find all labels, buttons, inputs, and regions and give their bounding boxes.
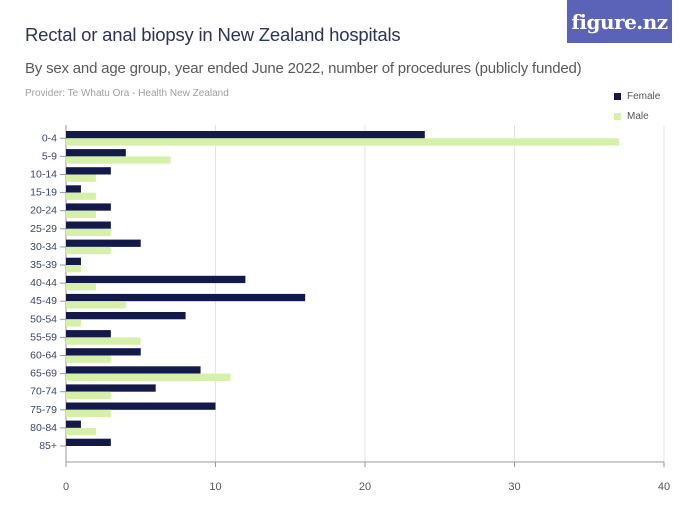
y-tick-label: 0-4 (42, 132, 57, 144)
y-tick-label: 65-69 (30, 368, 57, 380)
bar-male (66, 174, 96, 182)
y-tick-label: 35-39 (30, 259, 57, 271)
bar-female (66, 149, 126, 157)
bar-female (66, 131, 425, 139)
bar-male (66, 246, 111, 255)
bar-male (66, 228, 111, 237)
figure-nz-logo[interactable]: figure.nz (567, 0, 672, 43)
legend-swatch-female (614, 92, 621, 100)
y-tick-label: 80-84 (30, 422, 57, 434)
legend-item-male: Male (614, 106, 660, 126)
bar-male (66, 156, 171, 164)
y-tick-label: 85+ (39, 440, 57, 452)
bar-female (66, 203, 111, 211)
legend-label-male: Male (627, 110, 649, 122)
bar-male (66, 391, 111, 399)
bar-female (66, 366, 201, 374)
x-tick-label: 0 (63, 481, 69, 493)
y-tick-label: 60-64 (30, 350, 57, 362)
bar-male (66, 301, 126, 309)
chart-title: Rectal or anal biopsy in New Zealand hos… (25, 24, 401, 45)
bar-female (66, 221, 111, 229)
bar-male (66, 319, 81, 327)
bar-female (66, 330, 111, 338)
bar-male (66, 192, 96, 200)
bar-female (66, 257, 81, 265)
bar-female (66, 239, 141, 247)
y-tick-label: 30-34 (30, 241, 57, 253)
y-tick-label: 40-44 (30, 277, 57, 289)
legend: Female Male (614, 86, 660, 126)
x-tick-label: 40 (658, 481, 670, 493)
bar-female (66, 185, 81, 193)
y-tick-label: 25-29 (30, 223, 57, 235)
y-tick-label: 75-79 (30, 404, 57, 416)
y-tick-label: 45-49 (30, 295, 57, 307)
y-tick-label: 50-54 (30, 313, 57, 325)
bar-male (66, 409, 111, 418)
chart-subtitle: By sex and age group, year ended June 20… (25, 60, 582, 77)
bar-male (66, 355, 111, 363)
y-tick-label: 20-24 (30, 205, 57, 217)
bar-male (66, 337, 141, 345)
x-tick-label: 20 (359, 481, 371, 493)
bar-female (66, 167, 111, 175)
x-tick-label: 30 (508, 481, 520, 493)
x-tick-label: 10 (209, 481, 221, 493)
bar-female (66, 420, 81, 428)
bar-male (66, 373, 231, 381)
y-tick-label: 10-14 (30, 169, 57, 181)
legend-swatch-male (614, 112, 621, 120)
legend-item-female: Female (614, 86, 660, 106)
bar-male (66, 210, 96, 218)
bar-female (66, 438, 111, 446)
legend-label-female: Female (627, 90, 661, 102)
y-tick-label: 70-74 (30, 386, 57, 398)
bar-female (66, 348, 141, 356)
y-tick-label: 55-59 (30, 331, 57, 343)
bar-male (66, 283, 96, 291)
bar-male (66, 265, 81, 273)
bar-female (66, 293, 306, 302)
bar-female (66, 402, 216, 410)
bar-female (66, 312, 186, 320)
y-tick-label: 5-9 (42, 150, 57, 162)
y-tick-label: 15-19 (30, 187, 57, 199)
bar-female (66, 275, 246, 284)
bar-female (66, 384, 156, 392)
bar-male (66, 138, 620, 146)
bar-male (66, 427, 96, 436)
provider-note: Provider: Te Whatu Ora - Health New Zeal… (25, 88, 229, 99)
